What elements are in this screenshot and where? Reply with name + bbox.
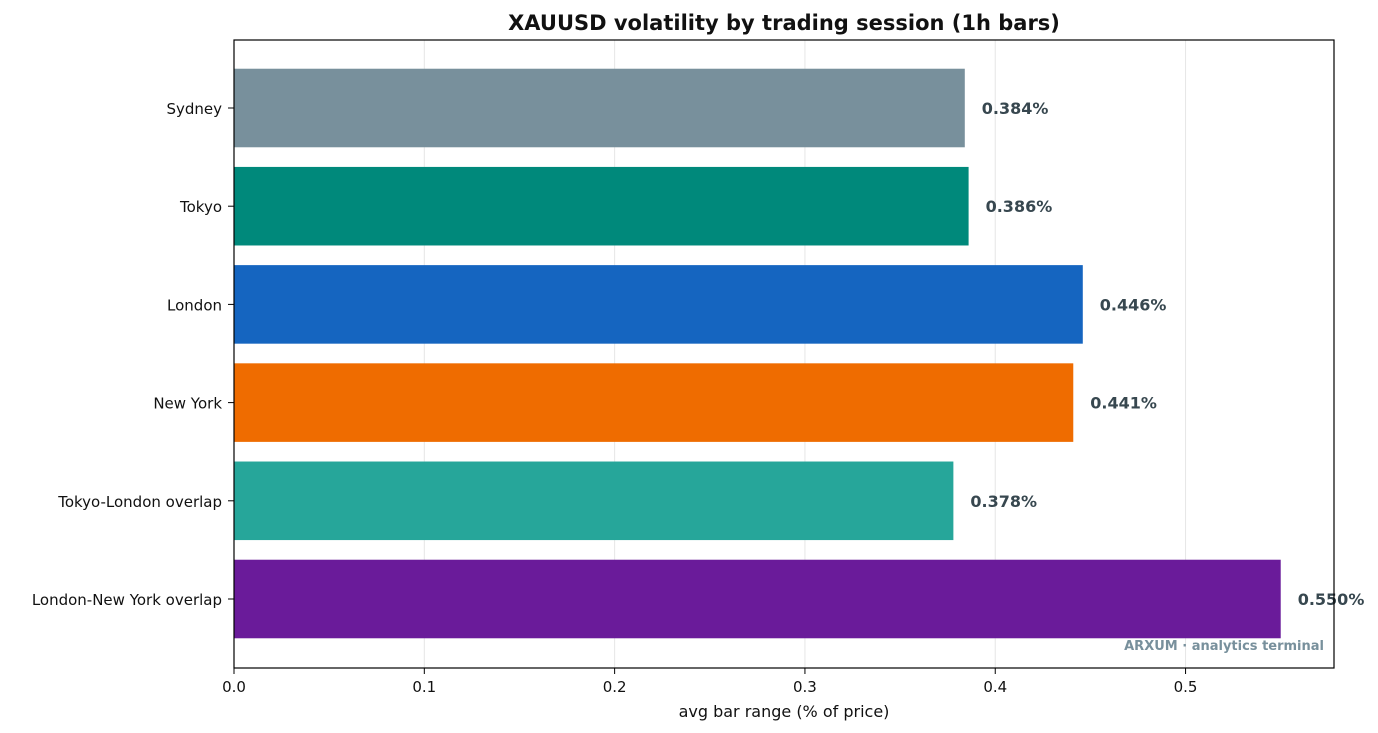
data-label: 0.441% — [1090, 394, 1157, 413]
x-axis-label: avg bar range (% of price) — [679, 702, 890, 721]
data-label: 0.550% — [1298, 590, 1365, 609]
category-label: New York — [153, 395, 222, 413]
bars — [234, 68, 1281, 639]
chart-title: XAUUSD volatility by trading session (1h… — [508, 11, 1060, 35]
x-tick-label: 0.4 — [983, 678, 1007, 696]
bar — [234, 363, 1074, 442]
category-label: London-New York overlap — [32, 591, 222, 609]
data-labels: 0.384% 0.386% 0.446% 0.441% 0.378% 0.550% — [970, 99, 1364, 609]
data-label: 0.446% — [1100, 295, 1167, 314]
x-ticks: 0.0 0.1 0.2 0.3 0.4 0.5 — [222, 668, 1197, 696]
category-label: Sydney — [166, 100, 222, 118]
bar — [234, 68, 965, 148]
category-labels: Sydney Tokyo London New York Tokyo-London ov… — [32, 100, 234, 609]
data-label: 0.378% — [970, 492, 1037, 511]
watermark: ARXUM · analytics terminal — [1124, 639, 1324, 654]
x-tick-label: 0.0 — [222, 678, 246, 696]
bar — [234, 559, 1281, 639]
bar — [234, 166, 969, 246]
bar — [234, 265, 1083, 344]
x-tick-label: 0.2 — [603, 678, 627, 696]
data-label: 0.386% — [986, 197, 1053, 216]
x-tick-label: 0.3 — [793, 678, 817, 696]
x-tick-label: 0.1 — [412, 678, 436, 696]
plot-frame — [233, 39, 1335, 669]
x-tick-label: 0.5 — [1174, 678, 1198, 696]
bar — [234, 461, 954, 541]
category-label: London — [167, 296, 222, 314]
data-label: 0.384% — [982, 99, 1049, 118]
category-label: Tokyo-London overlap — [57, 493, 222, 511]
category-label: Tokyo — [179, 198, 222, 216]
